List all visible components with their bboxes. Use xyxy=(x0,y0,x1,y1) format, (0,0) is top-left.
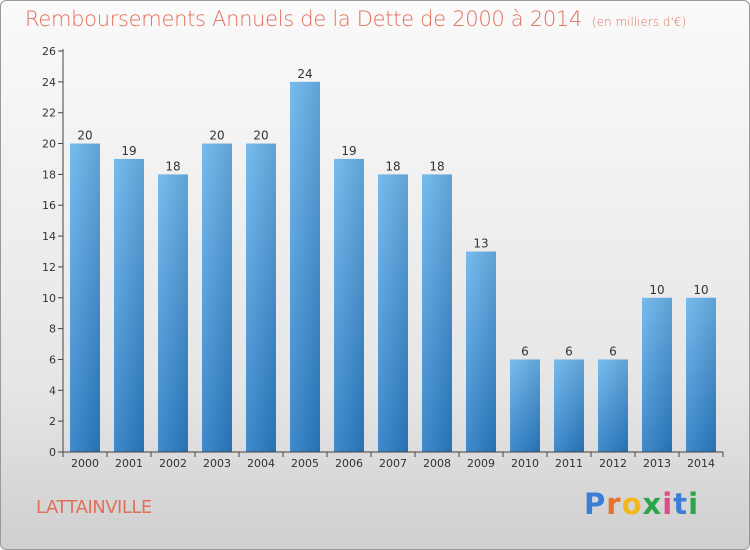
bar-shade xyxy=(510,359,540,452)
y-tick-label: 8 xyxy=(49,323,56,336)
bar-group: 10 xyxy=(686,283,716,452)
bar-group: 20 xyxy=(202,129,232,453)
x-tick-label: 2013 xyxy=(643,457,671,470)
x-tick-label: 2014 xyxy=(687,457,715,470)
y-tick-label: 22 xyxy=(42,107,56,120)
bar-shade xyxy=(686,297,716,452)
bar-group: 20 xyxy=(246,129,276,453)
y-tick-label: 10 xyxy=(42,292,56,305)
y-tick-label: 2 xyxy=(49,415,56,428)
x-tick-label: 2003 xyxy=(203,457,231,470)
bar-value-label: 6 xyxy=(609,344,617,358)
y-tick-label: 6 xyxy=(49,353,56,366)
y-tick-label: 20 xyxy=(42,138,56,151)
bar-value-label: 19 xyxy=(121,144,136,158)
bar-shade xyxy=(378,174,408,452)
x-tick-label: 2004 xyxy=(247,457,275,470)
bar-value-label: 20 xyxy=(253,129,268,143)
proxiti-logo: Proxiti xyxy=(584,487,699,521)
y-tick-label: 12 xyxy=(42,261,56,274)
x-tick-label: 2007 xyxy=(379,457,407,470)
bar-shade xyxy=(202,143,232,453)
bar-value-label: 18 xyxy=(429,159,444,173)
logo-letter: i xyxy=(662,487,674,521)
bar-value-label: 24 xyxy=(297,67,312,81)
x-tick-label: 2010 xyxy=(511,457,539,470)
bar-shade xyxy=(598,359,628,452)
x-tick-label: 2006 xyxy=(335,457,363,470)
bar-group: 13 xyxy=(466,237,496,452)
bar-value-label: 18 xyxy=(165,159,180,173)
y-tick-label: 0 xyxy=(49,446,56,459)
bar-group: 6 xyxy=(554,344,584,452)
y-tick-label: 4 xyxy=(49,384,56,397)
x-tick-label: 2009 xyxy=(467,457,495,470)
bar-group: 10 xyxy=(642,283,672,452)
logo-letter: o xyxy=(621,487,643,521)
x-tick-label: 2001 xyxy=(115,457,143,470)
bar-value-label: 10 xyxy=(693,283,708,297)
logo-letter: x xyxy=(642,487,663,521)
bar-group: 6 xyxy=(598,344,628,452)
bar-value-label: 10 xyxy=(649,283,664,297)
y-tick-label: 26 xyxy=(42,45,56,58)
bar-value-label: 20 xyxy=(209,129,224,143)
chart-title: Remboursements Annuels de la Dette de 20… xyxy=(25,7,686,31)
y-tick-label: 16 xyxy=(42,199,56,212)
bar-value-label: 19 xyxy=(341,144,356,158)
bar-group: 19 xyxy=(114,144,144,452)
bar-group: 18 xyxy=(158,159,188,452)
y-tick-label: 18 xyxy=(42,168,56,181)
bar-group: 18 xyxy=(422,159,452,452)
bar-value-label: 20 xyxy=(77,129,92,143)
bar-shade xyxy=(158,174,188,452)
bar-group: 6 xyxy=(510,344,540,452)
x-tick-label: 2002 xyxy=(159,457,187,470)
chart-title-text: Remboursements Annuels de la Dette de 20… xyxy=(25,7,582,31)
x-tick-label: 2012 xyxy=(599,457,627,470)
bar-group: 24 xyxy=(290,67,320,452)
bar-value-label: 6 xyxy=(565,344,573,358)
bar-group: 18 xyxy=(378,159,408,452)
y-tick-label: 24 xyxy=(42,76,56,89)
logo-letter: t xyxy=(673,487,689,521)
bar-value-label: 6 xyxy=(521,344,529,358)
logo-letter: i xyxy=(688,487,700,521)
bar-shade xyxy=(554,359,584,452)
bar-group: 20 xyxy=(70,129,100,453)
bar-shade xyxy=(422,174,452,452)
bar-value-label: 18 xyxy=(385,159,400,173)
bar-shade xyxy=(114,158,144,452)
x-tick-label: 2005 xyxy=(291,457,319,470)
bar-group: 19 xyxy=(334,144,364,452)
logo-letter: P xyxy=(584,487,607,521)
bar-shade xyxy=(466,251,496,452)
bar-shade xyxy=(290,81,320,452)
bar-shade xyxy=(334,158,364,452)
bar-shade xyxy=(642,297,672,452)
x-tick-label: 2011 xyxy=(555,457,583,470)
bar-shade xyxy=(246,143,276,453)
y-tick-label: 14 xyxy=(42,230,56,243)
bar-shade xyxy=(70,143,100,453)
x-tick-label: 2000 xyxy=(71,457,99,470)
logo-letter: r xyxy=(606,487,622,521)
chart-unit: (en milliers d'€) xyxy=(592,15,687,29)
x-tick-label: 2008 xyxy=(423,457,451,470)
bar-value-label: 13 xyxy=(473,237,488,251)
commune-name: LATTAINVILLE xyxy=(36,497,152,518)
